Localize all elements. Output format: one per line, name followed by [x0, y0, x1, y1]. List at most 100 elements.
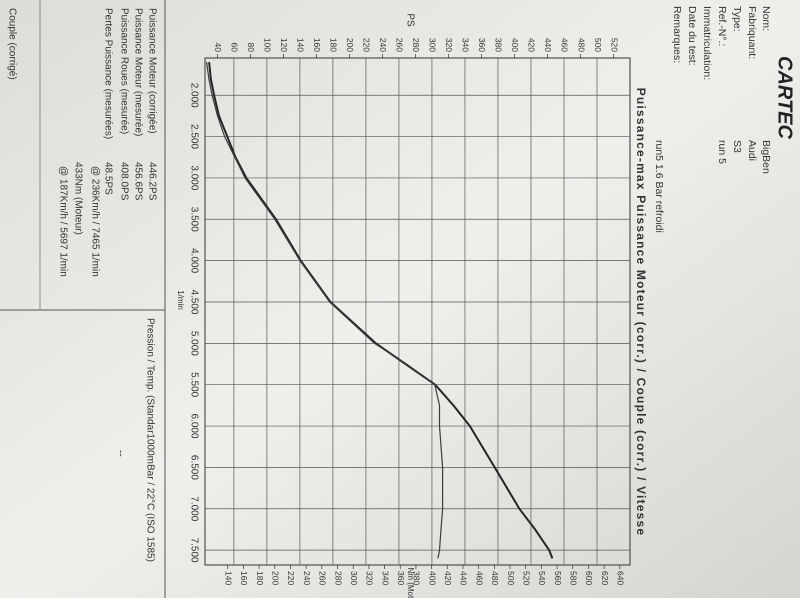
y2-tick-label: 540: [537, 571, 547, 585]
summary-label: Couple (corrigé): [6, 8, 17, 80]
y2-tick-label: 580: [569, 571, 579, 585]
x-tick-label: 4.500: [188, 289, 199, 314]
summary-label: Pertes Puissance (mesurées): [102, 8, 113, 139]
y2-tick-label: 240: [302, 571, 312, 585]
y-tick-label: 160: [312, 38, 322, 52]
y-tick-label: 460: [560, 38, 570, 52]
y-tick-label: 500: [593, 38, 603, 52]
y2-tick-label: 380: [412, 571, 422, 585]
summary-value: 48.5PS: [102, 162, 113, 195]
y-tick-label: 440: [543, 38, 553, 52]
summary-label: Puissance Roues (mesurée): [118, 8, 129, 134]
header-label: Immatriculation:: [701, 6, 713, 80]
y-tick-label: 240: [378, 38, 388, 52]
x-tick-label: 3.000: [188, 165, 199, 190]
y2-tick-label: 460: [474, 571, 484, 585]
header-label: Fabriquant:: [746, 6, 758, 59]
y2-tick-label: 600: [584, 571, 594, 585]
plot-frame: [204, 57, 631, 566]
header-label: Nom:: [760, 6, 772, 31]
x-tick-label: 7.000: [188, 496, 199, 521]
y2-tick-label: 160: [239, 571, 249, 585]
summary-value: @ 236Km/h / 7465 1/min: [89, 166, 100, 277]
summary-value: 456.6PS: [132, 162, 143, 201]
summary-label: Puissance Moteur (mesurée): [132, 8, 143, 136]
y2-tick-label: 360: [396, 571, 406, 585]
y-tick-label: 520: [609, 38, 619, 52]
torque-line: [206, 62, 444, 559]
y2-tick-label: 400: [427, 571, 437, 585]
y-tick-label: 80: [246, 43, 256, 53]
condition: Pression / Temp. (Standar1000mBar / 22°C…: [144, 318, 155, 562]
y2-tick-label: 300: [349, 571, 359, 585]
x-tick-label: 2.000: [188, 83, 199, 108]
x-tick-label: 6.500: [188, 455, 199, 480]
x-tick-label: 5.500: [188, 372, 199, 397]
y-tick-label: 300: [428, 38, 438, 52]
y-tick-label: 220: [362, 38, 372, 52]
brand-logo: CARTEC: [774, 56, 796, 140]
y-tick-label: 60: [230, 43, 240, 53]
y2-tick-label: 440: [459, 571, 469, 585]
y-tick-label: 400: [510, 38, 520, 52]
y-tick-label: 280: [411, 38, 421, 52]
y-tick-label: 320: [444, 38, 454, 52]
summary-label: Puissance Moteur (corrigée): [146, 8, 157, 134]
header-value: BigBen: [760, 140, 772, 174]
y2-tick-label: 220: [286, 571, 296, 585]
header-value: run 5: [716, 140, 728, 164]
header-label: Ref.-N°.:: [716, 6, 728, 46]
y-tick-label: 100: [263, 38, 273, 52]
y-tick-label: 120: [279, 38, 289, 52]
summary-value: 408.0PS: [118, 162, 129, 201]
y2-tick-label: 560: [553, 571, 563, 585]
y2-tick-label: 500: [506, 571, 516, 585]
condition-value: --: [114, 450, 125, 457]
summary-value: 446.2PS: [146, 162, 157, 201]
header-label: Remarques:: [671, 6, 683, 63]
y-tick-label: 140: [296, 38, 306, 52]
x-axis-label: 1/min: [176, 290, 185, 310]
y-tick-label: 480: [576, 38, 586, 52]
y-tick-label: 420: [527, 38, 537, 52]
y2-axis-label: Nm (Moteur): [406, 568, 415, 598]
y2-tick-label: 520: [521, 571, 531, 585]
y-tick-label: 40: [213, 43, 223, 53]
header-label: Type:: [731, 6, 743, 32]
y-axis-label: PS: [404, 13, 415, 27]
x-tick-label: 7.500: [188, 538, 199, 563]
chart-title: Puissance-max Puissance Moteur (corr.) /…: [634, 88, 648, 537]
x-tick-label: 6.000: [188, 414, 199, 439]
y2-tick-label: 480: [490, 571, 500, 585]
y2-tick-label: 280: [333, 571, 343, 585]
y2-tick-label: 320: [365, 571, 375, 585]
power-line: [208, 61, 554, 559]
header-label: Date du test:: [686, 6, 698, 66]
y2-tick-label: 420: [443, 571, 453, 585]
y-tick-label: 200: [345, 38, 355, 52]
y-tick-label: 340: [461, 38, 471, 52]
header-value: S3: [731, 140, 743, 153]
x-tick-label: 4.000: [188, 248, 199, 273]
y-tick-label: 260: [395, 38, 405, 52]
summary-value: @ 187Km/h / 5697 1/min: [57, 166, 68, 277]
y2-tick-label: 140: [223, 571, 233, 585]
header-remark: run5 1.6 Bar refroidi: [653, 140, 665, 233]
y-tick-label: 360: [477, 38, 487, 52]
y2-tick-label: 620: [600, 571, 610, 585]
summary-value: 433Nm (Moteur): [72, 162, 83, 235]
y2-tick-label: 640: [616, 571, 626, 585]
x-tick-label: 3.500: [188, 207, 199, 232]
y-tick-label: 380: [494, 38, 504, 52]
y-tick-label: 180: [329, 38, 339, 52]
y2-tick-label: 200: [271, 571, 281, 585]
y2-tick-label: 180: [255, 571, 265, 585]
x-tick-label: 5.000: [188, 331, 199, 356]
y2-tick-label: 340: [380, 571, 390, 585]
x-tick-label: 2.500: [188, 124, 199, 149]
header-value: Audi: [746, 140, 758, 161]
